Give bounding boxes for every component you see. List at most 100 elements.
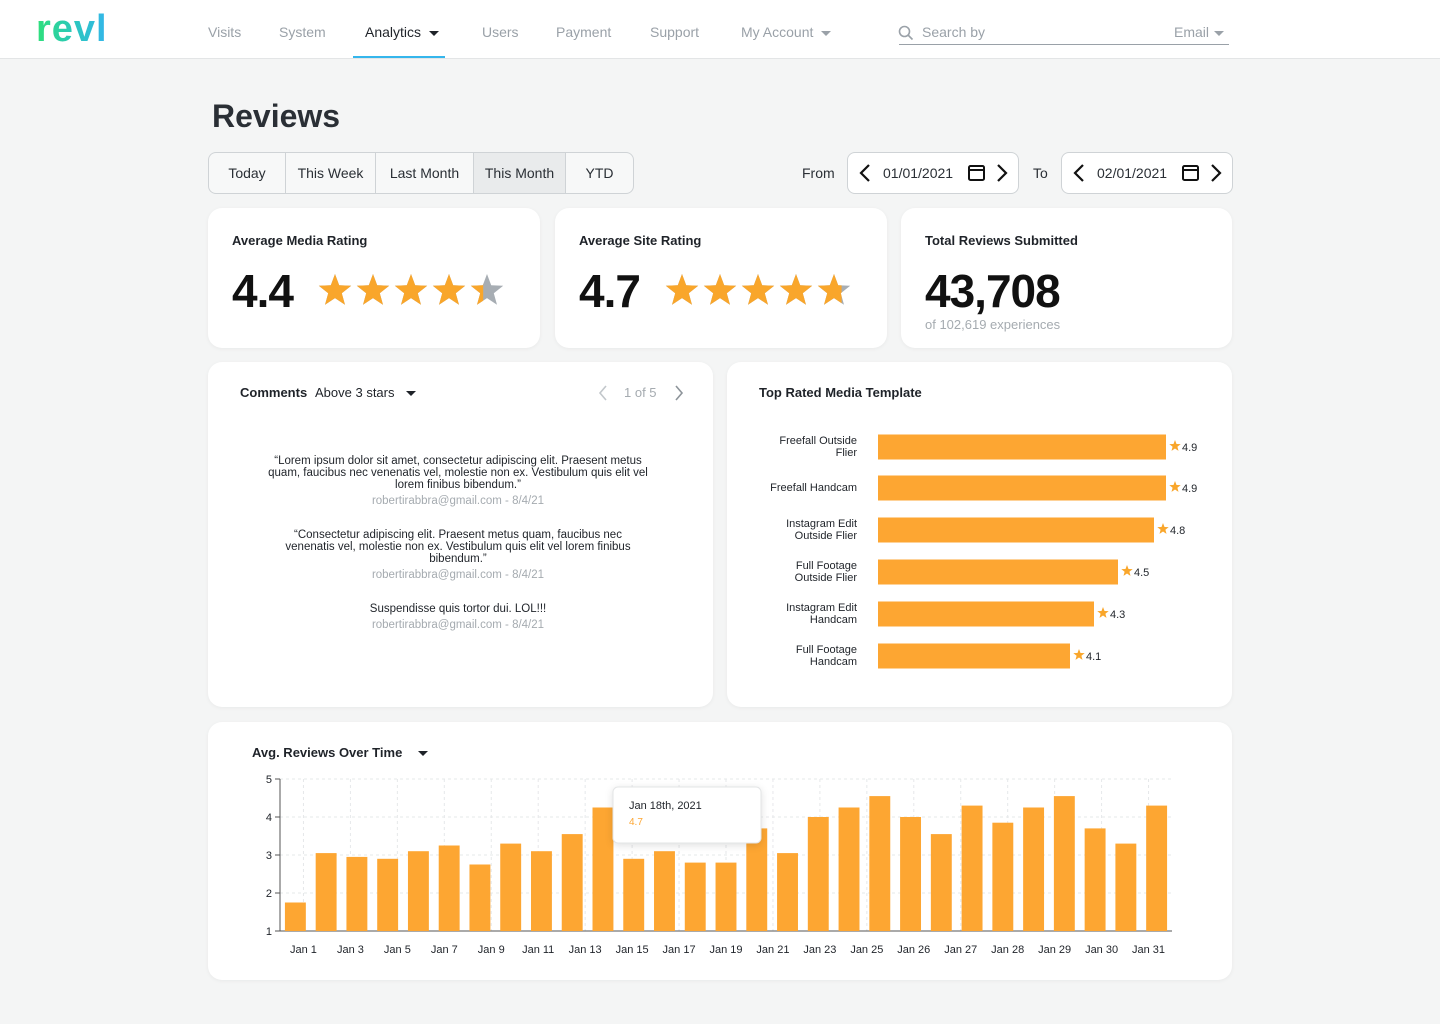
page-title: Reviews xyxy=(212,98,341,134)
value-label: 4.1 xyxy=(1086,651,1101,663)
bar xyxy=(878,559,1118,585)
bar xyxy=(930,834,952,931)
dropdown-caret xyxy=(418,751,428,756)
comments-filter[interactable]: Above 3 stars xyxy=(315,385,395,400)
comment-meta: robertirabbra@gmail.com - 8/4/21 xyxy=(371,619,545,631)
value-label: 4.9 xyxy=(1182,483,1197,495)
value-label: 4.5 xyxy=(1134,567,1149,579)
to-date[interactable]: 02/01/2021 xyxy=(1097,165,1168,181)
x-tick-label: Jan 13 xyxy=(569,944,602,956)
nav-item[interactable]: Analytics xyxy=(365,24,422,40)
star xyxy=(817,274,842,305)
to-label: To xyxy=(1033,165,1048,181)
dropdown-caret xyxy=(429,31,439,36)
x-tick-label: Jan 30 xyxy=(1085,944,1118,956)
x-tick-label: Jan 15 xyxy=(616,944,649,956)
stat-title: Total Reviews Submitted xyxy=(925,233,1078,248)
bar xyxy=(992,822,1014,931)
x-tick-label: Jan 29 xyxy=(1038,944,1071,956)
x-tick-label: Jan 31 xyxy=(1132,944,1165,956)
star-filled xyxy=(665,274,842,305)
x-tick-label: Jan 26 xyxy=(897,944,930,956)
x-tick-label: Jan 17 xyxy=(663,944,696,956)
period-button[interactable]: This Month xyxy=(473,152,565,194)
star-empty xyxy=(470,274,504,305)
star xyxy=(779,274,813,305)
nav-item[interactable]: Support xyxy=(650,24,700,40)
stat-note: of 102,619 experiences xyxy=(925,317,1061,332)
nav-item[interactable]: System xyxy=(279,24,326,40)
period-button[interactable]: Last Month xyxy=(375,152,473,194)
bar xyxy=(1146,805,1168,931)
comment-text: Suspendisse quis tortor dui. LOL!!! xyxy=(369,603,547,615)
y-tick-label: 5 xyxy=(266,774,272,786)
bar xyxy=(684,862,706,931)
category-label: Full Footage Handcam xyxy=(795,644,857,668)
star xyxy=(432,274,466,305)
value-star xyxy=(1169,440,1181,451)
tooltip-value: 4.7 xyxy=(629,817,643,828)
nav-item[interactable]: Payment xyxy=(556,24,612,40)
bar xyxy=(746,828,768,931)
x-tick-label: Jan 7 xyxy=(431,944,458,956)
value-star xyxy=(1073,649,1085,660)
value-star xyxy=(1157,523,1169,534)
bar xyxy=(878,475,1166,501)
chart: 4.9 4.9 4.8 4.5 4.3 4.1 xyxy=(878,434,1197,669)
star xyxy=(318,274,352,305)
bar xyxy=(561,834,583,931)
stat-title: Average Media Rating xyxy=(232,233,368,248)
top-bar xyxy=(0,0,1440,59)
from-date[interactable]: 01/01/2021 xyxy=(883,165,954,181)
y-tick-label: 2 xyxy=(266,888,272,900)
y-tick-label: 4 xyxy=(266,812,272,824)
to-date-box[interactable] xyxy=(1061,152,1233,194)
star xyxy=(356,274,390,305)
y-tick-label: 3 xyxy=(266,850,272,862)
period-button[interactable]: This Week xyxy=(285,152,375,194)
bar xyxy=(961,805,983,931)
nav-item[interactable]: Users xyxy=(482,24,519,40)
bar xyxy=(1084,828,1106,931)
logo[interactable]: revl xyxy=(36,8,108,50)
comments-title: Comments xyxy=(240,385,308,400)
bar xyxy=(284,902,306,931)
period-button[interactable]: YTD xyxy=(565,152,634,194)
x-tick-label: Jan 9 xyxy=(478,944,505,956)
bar xyxy=(1053,796,1075,931)
nav-item[interactable]: Visits xyxy=(208,24,242,40)
stat-value: 43,708 xyxy=(925,265,1061,317)
from-label: From xyxy=(802,165,835,181)
value-star xyxy=(1097,607,1109,618)
stat-card xyxy=(901,208,1232,348)
search-input[interactable]: Search by xyxy=(922,24,986,40)
period-button[interactable]: Today xyxy=(208,152,285,194)
bar xyxy=(1023,807,1045,931)
x-tick-label: Jan 5 xyxy=(384,944,411,956)
bar xyxy=(715,862,737,931)
value-label: 4.3 xyxy=(1110,609,1125,621)
category-label: Instagram Edit Outside Flier xyxy=(786,518,857,542)
nav-item[interactable]: My Account xyxy=(741,24,814,40)
bar xyxy=(407,851,429,931)
dropdown-caret xyxy=(406,391,416,396)
y-tick-label: 1 xyxy=(266,926,272,938)
bar xyxy=(777,853,798,931)
chart-title: Top Rated Media Template xyxy=(759,385,922,400)
bar xyxy=(438,845,460,931)
category-label: Freefall Outside Flier xyxy=(779,435,857,459)
bar xyxy=(878,517,1154,543)
dropdown-caret xyxy=(1214,31,1224,36)
from-date-controls xyxy=(859,164,1008,182)
comment-text: “Consectetur adipiscing elit. Praesent m… xyxy=(285,529,631,565)
bar xyxy=(592,807,614,931)
bar xyxy=(346,856,368,931)
star xyxy=(665,274,699,305)
from-date-box[interactable] xyxy=(847,152,1019,194)
bar xyxy=(500,843,522,931)
star xyxy=(741,274,775,305)
comment: Suspendisse quis tortor dui. LOL!!! rober… xyxy=(268,603,648,631)
search-field-select[interactable]: Email xyxy=(1174,24,1210,40)
bar xyxy=(878,434,1166,460)
